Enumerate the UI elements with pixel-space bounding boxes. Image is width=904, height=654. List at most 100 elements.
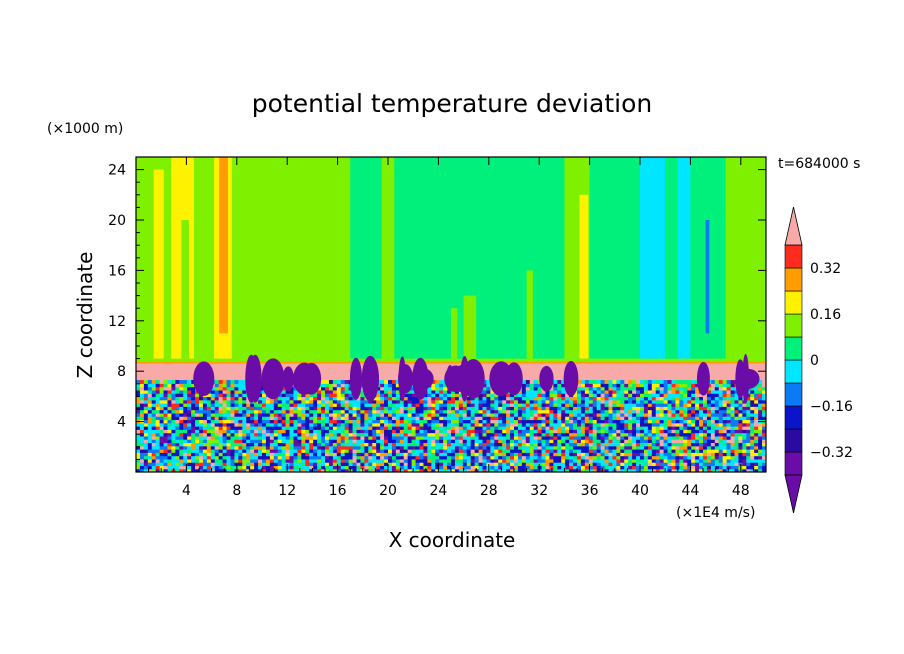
field-cell [616,465,621,470]
field-cell [214,389,220,394]
field-cell [628,393,633,398]
field-cell [242,432,247,437]
field-cell [588,383,594,388]
field-cell [521,458,527,463]
field-cell [616,442,621,447]
field-cell [218,396,224,401]
field-cell [210,452,216,457]
x-tick-label: 40 [631,483,649,499]
field-cell [447,406,452,411]
field-cell [419,452,425,457]
field-cell [482,383,488,388]
field-cell [376,449,381,453]
field-cell [490,468,495,472]
field-streak [526,270,533,359]
field-cell [738,439,743,444]
field-cell [612,449,617,453]
field-cell [321,389,326,394]
field-cell [242,439,247,444]
field-cell [537,422,543,427]
field-cell [494,462,499,467]
field-cell [596,383,602,388]
field-cell [643,422,649,427]
field-cell [352,429,358,434]
field-cell [344,396,350,401]
field-cell [537,393,543,398]
field-cell [616,462,621,467]
field-cell [167,393,173,398]
field-cell [722,383,728,388]
field-cell [199,442,204,447]
field-cell [608,426,614,430]
field-cell [679,435,684,440]
field-cell [399,409,405,414]
field-cell [431,409,436,414]
field-cell [238,445,243,450]
field-cell [214,409,220,414]
field-cell [510,416,515,421]
field-cell [206,403,212,407]
field-cell [596,406,602,411]
field-cell [159,389,165,394]
field-cell [202,445,208,450]
field-cell [596,439,602,444]
field-cell [655,386,661,391]
field-cell [265,449,271,453]
field-cell [222,445,228,450]
field-cell [620,442,625,447]
field-cell [309,452,314,457]
field-cell [671,422,677,427]
field-cell [187,465,192,470]
field-cell [214,432,220,437]
field-cell [305,419,310,424]
field-cell [687,462,692,467]
field-cell [659,393,665,398]
field-cell [695,426,700,430]
field-cell [155,393,161,398]
field-cell [734,445,740,450]
field-cell [687,393,692,398]
field-cell [746,399,751,404]
field-cell [336,422,342,427]
field-cell [553,452,558,457]
field-cell [395,449,401,453]
field-cell [309,449,314,453]
field-cell [222,399,228,404]
field-cell [726,445,732,450]
field-cell [380,452,385,457]
field-cell [242,455,247,460]
field-cell [592,449,598,453]
field-cell [699,416,704,421]
field-cell [612,465,617,470]
field-cell [596,409,602,414]
field-cell [285,432,291,437]
field-cell [655,462,661,467]
field-cell [671,409,677,414]
field-cell [411,406,417,411]
field-cell [384,416,389,421]
field-cell [482,458,488,463]
field-cell [561,399,566,404]
field-cell [415,455,421,460]
field-cell [356,403,362,407]
field-cell [742,445,747,450]
field-cell [443,396,448,401]
field-cell [289,396,295,401]
field-cell [179,386,184,391]
field-cell [738,422,743,427]
y-axis-label: Z coordinate [73,252,97,379]
field-cell [155,439,161,444]
field-cell [675,432,680,437]
field-cell [214,406,220,411]
field-cell [557,468,562,472]
field-cell [427,409,432,414]
field-cell [163,452,169,457]
field-cell [722,465,728,470]
colorbar-top-arrow [784,206,803,246]
field-cell [754,429,759,434]
field-cell [360,406,365,411]
field-cell [584,449,590,453]
field-cell [332,380,338,384]
field-cell [258,399,263,404]
field-cell [569,462,574,467]
